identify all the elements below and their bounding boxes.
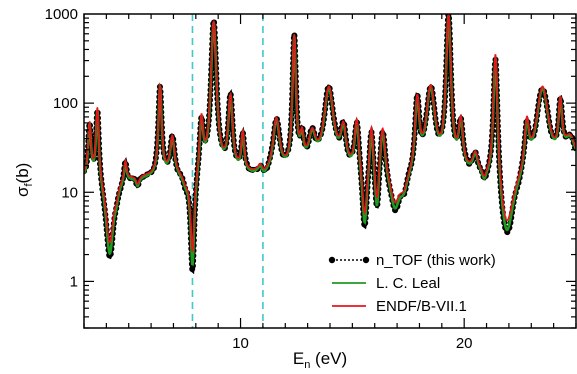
series-endf-line (84, 14, 576, 253)
legend-marker (362, 256, 370, 264)
y-tick-label: 1 (70, 273, 78, 290)
legend-label: n_TOF (this work) (376, 252, 496, 269)
x-axis-label: En (eV) (293, 349, 347, 371)
legend: n_TOF (this work) L. C. Leal ENDF/B-VII.1 (328, 252, 496, 315)
legend-label: L. C. Leal (376, 275, 440, 292)
legend-label: ENDF/B-VII.1 (376, 298, 467, 315)
y-axis-label: σf(b) (13, 163, 35, 197)
legend-marker (328, 256, 336, 264)
y-tick-label: 1000 (45, 6, 78, 23)
axis-ticks: 10 20 1 10 100 1000 (45, 6, 577, 352)
y-tick-label: 100 (53, 95, 78, 112)
y-tick-label: 10 (61, 184, 78, 201)
series-layer (84, 14, 576, 278)
x-tick-label: 20 (456, 335, 473, 352)
x-tick-label: 10 (232, 335, 249, 352)
